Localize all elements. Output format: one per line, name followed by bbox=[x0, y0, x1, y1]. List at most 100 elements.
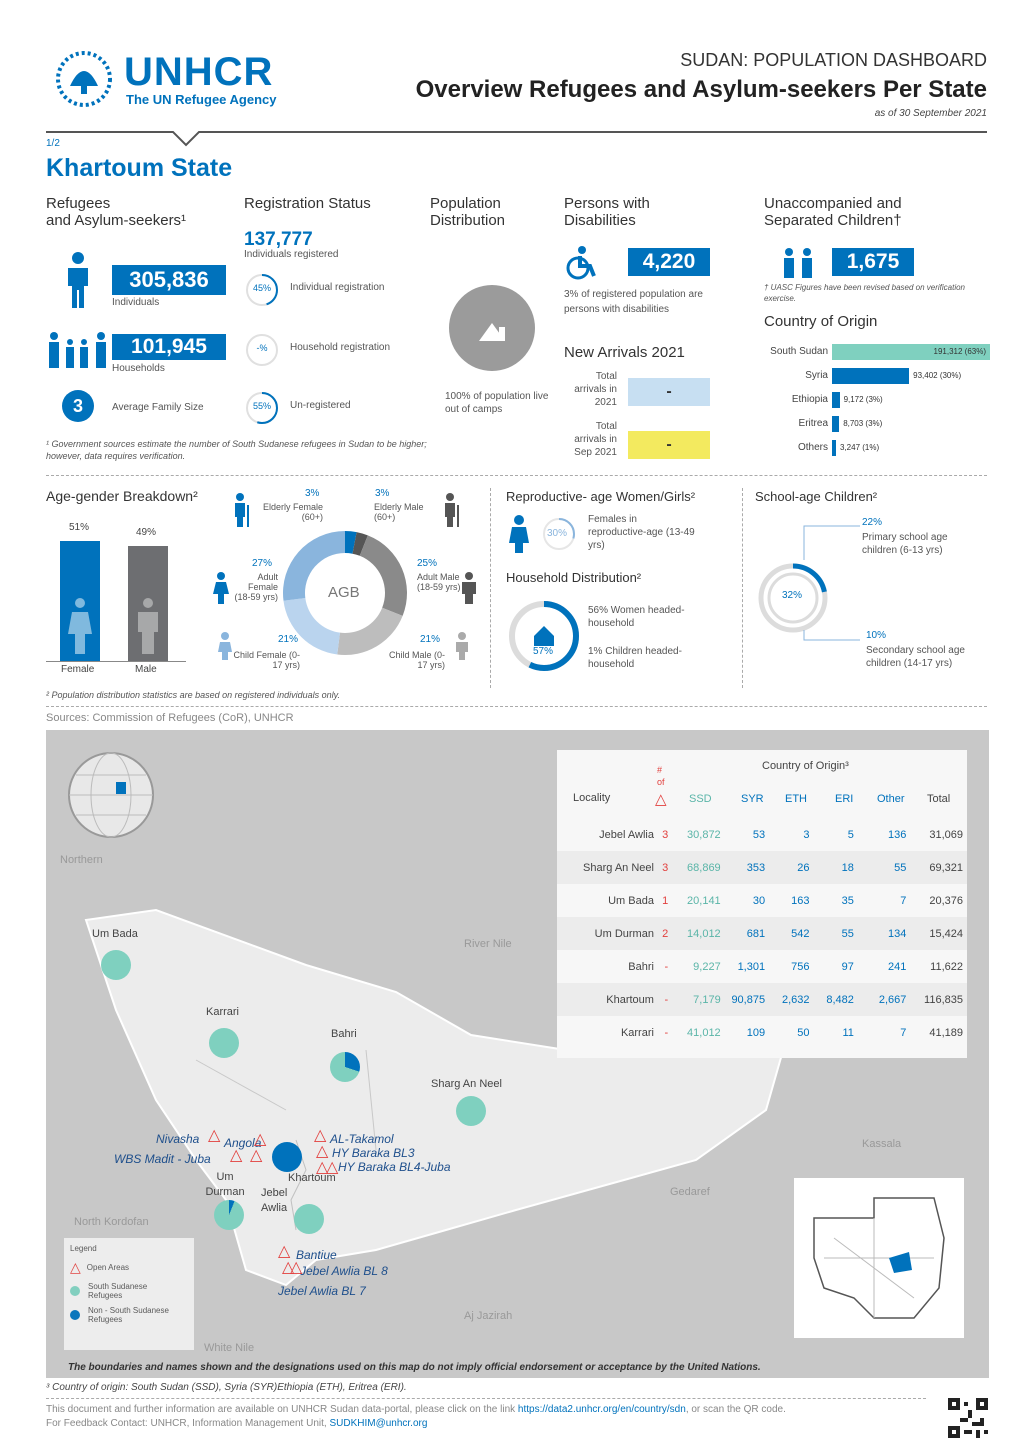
child-female-pct: 21% bbox=[278, 634, 299, 645]
report-date: as of 30 September 2021 bbox=[874, 108, 987, 119]
registration-header: Registration Status bbox=[244, 195, 371, 212]
table-cell: Bahri bbox=[628, 960, 654, 973]
uasc-header: Unaccompanied and Separated Children† bbox=[764, 195, 902, 229]
origin-value-label: 191,312 (63%) bbox=[933, 347, 986, 356]
table-cell: 7 bbox=[900, 1026, 907, 1039]
elderly-female-icon bbox=[235, 493, 249, 527]
teal-dot-icon bbox=[70, 1286, 80, 1296]
qr-code-icon[interactable] bbox=[948, 1398, 988, 1438]
site-label: HY Baraka BL4-Juba bbox=[338, 1160, 451, 1174]
table-cell: 2,632 bbox=[769, 983, 814, 1016]
table-cell: 136 bbox=[888, 828, 907, 841]
col-header-ssd: SSD bbox=[689, 793, 712, 805]
page-title: Overview Refugees and Asylum-seekers Per… bbox=[415, 76, 987, 103]
table-cell: 30 bbox=[752, 894, 766, 907]
table-cell: 15,424 bbox=[910, 917, 967, 950]
male-bar bbox=[128, 546, 168, 661]
table-cell: 116,835 bbox=[910, 983, 967, 1016]
map: Northern River Nile Kassala Gedaref Nort… bbox=[46, 730, 989, 1378]
open-area-triangle-icon: △ bbox=[282, 1259, 295, 1276]
adult-male-icon bbox=[462, 572, 476, 604]
male-pct: 49% bbox=[136, 527, 157, 538]
site-label: Jebel Awlia BL 7 bbox=[278, 1284, 366, 1298]
population-text: 100% of population live out of camps bbox=[445, 391, 549, 415]
male-icon bbox=[138, 598, 158, 654]
registration-donut bbox=[246, 274, 278, 306]
camp-icon bbox=[449, 285, 535, 371]
table-cell: 1,301 bbox=[737, 960, 766, 973]
table-cell: 53 bbox=[752, 828, 766, 841]
locality-dot-sharg-an-neel bbox=[456, 1096, 486, 1126]
origin-bar bbox=[832, 416, 840, 432]
table-cell: 2,667 bbox=[857, 983, 911, 1016]
open-area-triangle-icon: △ bbox=[250, 1147, 263, 1164]
female-pct: 51% bbox=[69, 522, 90, 533]
table-cell: 97 bbox=[841, 960, 854, 973]
open-area-triangle-icon: △ bbox=[254, 1131, 267, 1148]
registered-value: 137,777 bbox=[244, 229, 313, 250]
header-rule bbox=[46, 131, 987, 133]
data-portal-link[interactable]: https://data2.unhcr.org/en/country/sdn bbox=[517, 1404, 686, 1415]
individuals-label: Individuals bbox=[112, 297, 160, 308]
arrivals-sep-label: Total arrivals in Sep 2021 bbox=[574, 421, 617, 458]
region-label-aj-jazirah: Aj Jazirah bbox=[464, 1310, 513, 1322]
registration-donut bbox=[246, 334, 278, 366]
household-donut bbox=[509, 601, 579, 671]
table-cell: 55 bbox=[813, 917, 858, 950]
reproductive-donut bbox=[543, 518, 575, 550]
family-size-label: Average Family Size bbox=[112, 402, 204, 413]
table-cell: 8,482 bbox=[813, 983, 858, 1016]
site-label: Jebel Awlia BL 8 bbox=[300, 1264, 388, 1278]
origin-country-label: Ethiopia bbox=[791, 394, 828, 405]
table-cell: Jebel Awlia bbox=[599, 828, 654, 841]
disabilities-value: 4,220 bbox=[628, 248, 710, 276]
table-row: Bahri - 9,227 1,301 756 97 241 11,622 bbox=[557, 950, 967, 983]
col-header-count: # of bbox=[657, 765, 665, 787]
state-title: Khartoum State bbox=[46, 154, 233, 182]
origin-country-label: Others bbox=[797, 442, 828, 453]
male-label: Male bbox=[135, 664, 157, 675]
col-header-locality: Locality bbox=[573, 792, 611, 804]
elderly-female-label: Elderly Female (60+) bbox=[262, 502, 323, 522]
origin-note: ³ Country of origin: South Sudan (SSD), … bbox=[46, 1382, 407, 1393]
registration-donut bbox=[246, 392, 278, 424]
table-cell: 26 bbox=[769, 851, 814, 884]
agb-segment bbox=[283, 531, 345, 601]
contact-email-link[interactable]: SUDKHIM@unhcr.org bbox=[329, 1418, 428, 1429]
map-disclaimer: The boundaries and names shown and the d… bbox=[68, 1362, 761, 1373]
bar-baseline bbox=[46, 661, 186, 662]
region-label-white-nile: White Nile bbox=[204, 1342, 255, 1354]
table-cell: 163 bbox=[791, 894, 810, 907]
open-area-triangle-icon: △ bbox=[290, 1259, 303, 1276]
elderly-male-pct: 3% bbox=[375, 488, 390, 499]
open-area-triangle-icon: △ bbox=[326, 1159, 339, 1176]
arrivals-header: New Arrivals 2021 bbox=[564, 344, 685, 361]
table-cell: 9,227 bbox=[693, 960, 721, 973]
locality-label-jebel-awlia: Jebel Awlia bbox=[261, 1187, 288, 1214]
origin-value-label: 93,402 (30%) bbox=[913, 371, 962, 380]
registration-pct: 45% bbox=[252, 283, 271, 293]
locality-label-khartoum: Khartoum bbox=[288, 1172, 336, 1184]
site-label: Angola bbox=[224, 1136, 262, 1150]
wheelchair-icon bbox=[566, 246, 596, 280]
elderly-male-label: Elderly Male (60+) bbox=[374, 502, 424, 522]
table-cell: 20,141 bbox=[687, 894, 721, 907]
locality-dot-bahri bbox=[330, 1052, 360, 1082]
household-dist-header: Household Distribution² bbox=[506, 570, 642, 585]
table-row: Um Durman 2 14,012 681 542 55 134 15,424 bbox=[557, 917, 967, 950]
origin-header: Country of Origin bbox=[764, 313, 878, 330]
person-icon bbox=[68, 252, 88, 308]
child-male-label: Child Male (0-17 yrs) bbox=[388, 650, 445, 670]
kicker: SUDAN: POPULATION DASHBOARD bbox=[680, 50, 987, 70]
table-cell: - bbox=[664, 1026, 669, 1039]
sources: Sources: Commission of Refugees (CoR), U… bbox=[46, 712, 294, 724]
adult-male-label: Adult Male (18-59 yrs) bbox=[417, 572, 461, 592]
child-female-label: Child Female (0-17 yrs) bbox=[233, 650, 300, 670]
arrivals-total-label: Total arrivals in 2021 bbox=[574, 371, 617, 408]
table-row: Jebel Awlia 3 30,872 53 3 5 136 31,069 bbox=[557, 818, 967, 851]
region-label-northern: Northern bbox=[60, 854, 103, 866]
legend-title: Legend bbox=[70, 1244, 97, 1253]
site-label: Bantiue bbox=[296, 1248, 337, 1262]
table-cell: 11,622 bbox=[930, 960, 963, 973]
family-size-badge: 3 bbox=[62, 390, 94, 422]
